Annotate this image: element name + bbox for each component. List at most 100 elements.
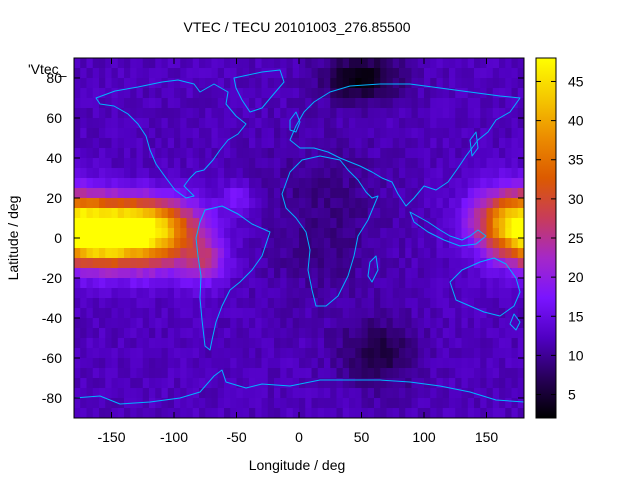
heatmap-cell	[455, 178, 462, 189]
heatmap-cell	[205, 348, 212, 359]
heatmap-cell	[367, 268, 375, 279]
heatmap-cell	[124, 58, 131, 69]
heatmap-cell	[105, 348, 112, 359]
heatmap-cell	[280, 378, 287, 389]
heatmap-cell	[367, 188, 375, 199]
heatmap-cell	[211, 248, 219, 259]
heatmap-cell	[324, 188, 331, 199]
heatmap-cell	[117, 58, 125, 69]
heatmap-cell	[136, 188, 144, 199]
heatmap-cell	[230, 168, 237, 179]
heatmap-cell	[161, 308, 169, 319]
heatmap-cell	[399, 188, 406, 199]
heatmap-cell	[211, 168, 219, 179]
heatmap-cell	[74, 208, 81, 219]
heatmap-cell	[211, 188, 219, 199]
heatmap-cell	[380, 238, 387, 249]
heatmap-cell	[411, 308, 419, 319]
heatmap-cell	[474, 248, 481, 259]
heatmap-cell	[174, 198, 181, 209]
heatmap-cell	[80, 98, 87, 109]
heatmap-cell	[474, 268, 481, 279]
heatmap-cell	[361, 128, 369, 139]
heatmap-cell	[261, 118, 269, 129]
heatmap-cell	[167, 318, 175, 329]
heatmap-cell	[274, 368, 281, 379]
heatmap-cell	[361, 398, 369, 409]
heatmap-cell	[249, 268, 256, 279]
heatmap-cell	[111, 288, 119, 299]
heatmap-cell	[167, 68, 175, 79]
heatmap-cell	[349, 68, 356, 79]
heatmap-cell	[130, 318, 137, 329]
heatmap-cell	[267, 328, 275, 339]
heatmap-cell	[224, 298, 231, 309]
heatmap-cell	[305, 188, 312, 199]
heatmap-cell	[142, 248, 150, 259]
heatmap-cell	[186, 278, 194, 289]
heatmap-cell	[211, 398, 219, 409]
heatmap-cell	[336, 88, 344, 99]
heatmap-cell	[149, 118, 156, 129]
heatmap-cell	[167, 168, 175, 179]
heatmap-cell	[117, 378, 125, 389]
heatmap-cell	[186, 268, 194, 279]
heatmap-cell	[305, 98, 312, 109]
heatmap-cell	[324, 408, 331, 419]
heatmap-cell	[399, 278, 406, 289]
heatmap-cell	[142, 398, 150, 409]
heatmap-cell	[505, 68, 512, 79]
heatmap-cell	[92, 398, 100, 409]
heatmap-cell	[499, 408, 506, 419]
heatmap-cell	[142, 378, 150, 389]
heatmap-cell	[92, 388, 100, 399]
heatmap-cell	[230, 378, 237, 389]
heatmap-cell	[517, 218, 525, 229]
heatmap-cell	[486, 278, 494, 289]
heatmap-cell	[86, 98, 94, 109]
heatmap-cell	[449, 218, 456, 229]
heatmap-cell	[349, 58, 356, 69]
heatmap-cell	[299, 388, 306, 399]
heatmap-cell	[224, 308, 231, 319]
heatmap-cell	[180, 88, 187, 99]
heatmap-cell	[86, 238, 94, 249]
heatmap-cell	[242, 228, 250, 239]
heatmap-cell	[74, 388, 81, 399]
heatmap-cell	[230, 178, 237, 189]
heatmap-cell	[249, 408, 256, 419]
heatmap-cell	[92, 208, 100, 219]
x-tick-label: -100	[160, 429, 188, 445]
heatmap-cell	[336, 398, 344, 409]
heatmap-cell	[261, 158, 269, 169]
heatmap-cell	[130, 258, 137, 269]
heatmap-cell	[286, 368, 294, 379]
heatmap-cell	[317, 328, 325, 339]
heatmap-cell	[380, 308, 387, 319]
heatmap-cell	[186, 228, 194, 239]
heatmap-cell	[486, 348, 494, 359]
heatmap-cell	[305, 318, 312, 329]
heatmap-cell	[292, 328, 300, 339]
heatmap-cell	[199, 168, 206, 179]
heatmap-cell	[474, 298, 481, 309]
heatmap-cell	[292, 218, 300, 229]
heatmap-cell	[361, 108, 369, 119]
heatmap-cell	[99, 388, 106, 399]
heatmap-cell	[330, 248, 337, 259]
heatmap-cell	[311, 128, 319, 139]
heatmap-cell	[467, 148, 475, 159]
heatmap-cell	[124, 168, 131, 179]
heatmap-cell	[205, 98, 212, 109]
heatmap-cell	[424, 338, 431, 349]
coast-australia	[449, 257, 521, 317]
heatmap-cell	[305, 118, 312, 129]
heatmap-cell	[467, 108, 475, 119]
heatmap-cell	[411, 258, 419, 269]
heatmap-cell	[80, 88, 87, 99]
heatmap-cell	[374, 78, 381, 89]
heatmap-cell	[430, 368, 437, 379]
heatmap-cell	[249, 128, 256, 139]
heatmap-cell	[486, 188, 494, 199]
heatmap-cell	[74, 58, 81, 69]
